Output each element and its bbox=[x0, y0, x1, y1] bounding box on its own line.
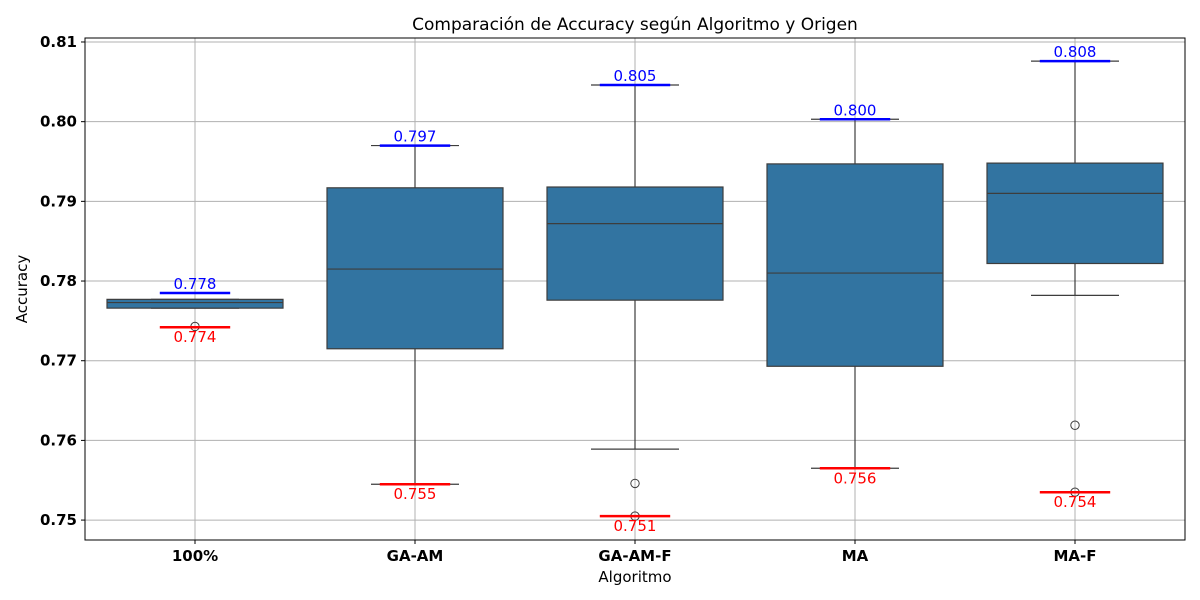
iqr-box bbox=[326, 187, 504, 350]
x-tick-label: MA bbox=[842, 547, 869, 565]
min-label: 0.756 bbox=[834, 469, 877, 487]
y-tick-label: 0.81 bbox=[40, 33, 77, 51]
y-tick-label: 0.79 bbox=[40, 192, 77, 210]
min-label: 0.751 bbox=[614, 517, 657, 535]
min-label: 0.774 bbox=[174, 328, 217, 346]
iqr-box bbox=[986, 162, 1164, 265]
iqr-box bbox=[106, 298, 284, 309]
box-group bbox=[326, 144, 504, 485]
y-tick-label: 0.76 bbox=[40, 431, 77, 449]
min-label: 0.754 bbox=[1054, 493, 1097, 511]
max-label: 0.808 bbox=[1054, 43, 1097, 61]
annotation-layer: 0.778 0.774 0.797 0.755 0.805 0.751 0.800 0.756… bbox=[159, 43, 1111, 535]
y-tick-labels: 0.75 0.76 0.77 0.78 0.79 0.80 0.81 bbox=[40, 33, 85, 529]
y-axis-label: Accuracy bbox=[13, 255, 31, 324]
x-tick-label: 100% bbox=[172, 547, 218, 565]
x-tick-label: GA-AM-F bbox=[598, 547, 671, 565]
max-label: 0.800 bbox=[834, 101, 877, 119]
x-tick-label: MA-F bbox=[1053, 547, 1096, 565]
max-label: 0.778 bbox=[174, 275, 217, 293]
y-tick-label: 0.80 bbox=[40, 113, 77, 131]
x-axis-label: Algoritmo bbox=[598, 568, 671, 586]
max-label: 0.805 bbox=[614, 67, 657, 85]
y-tick-label: 0.75 bbox=[40, 511, 77, 529]
chart-title: Comparación de Accuracy según Algoritmo … bbox=[412, 15, 858, 35]
max-label: 0.797 bbox=[394, 128, 437, 146]
box-group bbox=[986, 60, 1164, 497]
outlier-point bbox=[1070, 420, 1080, 430]
iqr-box bbox=[766, 163, 944, 367]
outlier-point bbox=[630, 478, 640, 489]
box-group bbox=[766, 118, 944, 469]
y-tick-label: 0.77 bbox=[40, 352, 77, 370]
box-layer bbox=[106, 60, 1164, 521]
x-tick-labels: 100% GA-AM GA-AM-F MA MA-F bbox=[172, 540, 1097, 565]
iqr-box bbox=[546, 186, 724, 301]
x-tick-label: GA-AM bbox=[387, 547, 444, 565]
y-tick-label: 0.78 bbox=[40, 272, 77, 290]
box-group bbox=[106, 298, 284, 332]
min-label: 0.755 bbox=[394, 485, 437, 503]
